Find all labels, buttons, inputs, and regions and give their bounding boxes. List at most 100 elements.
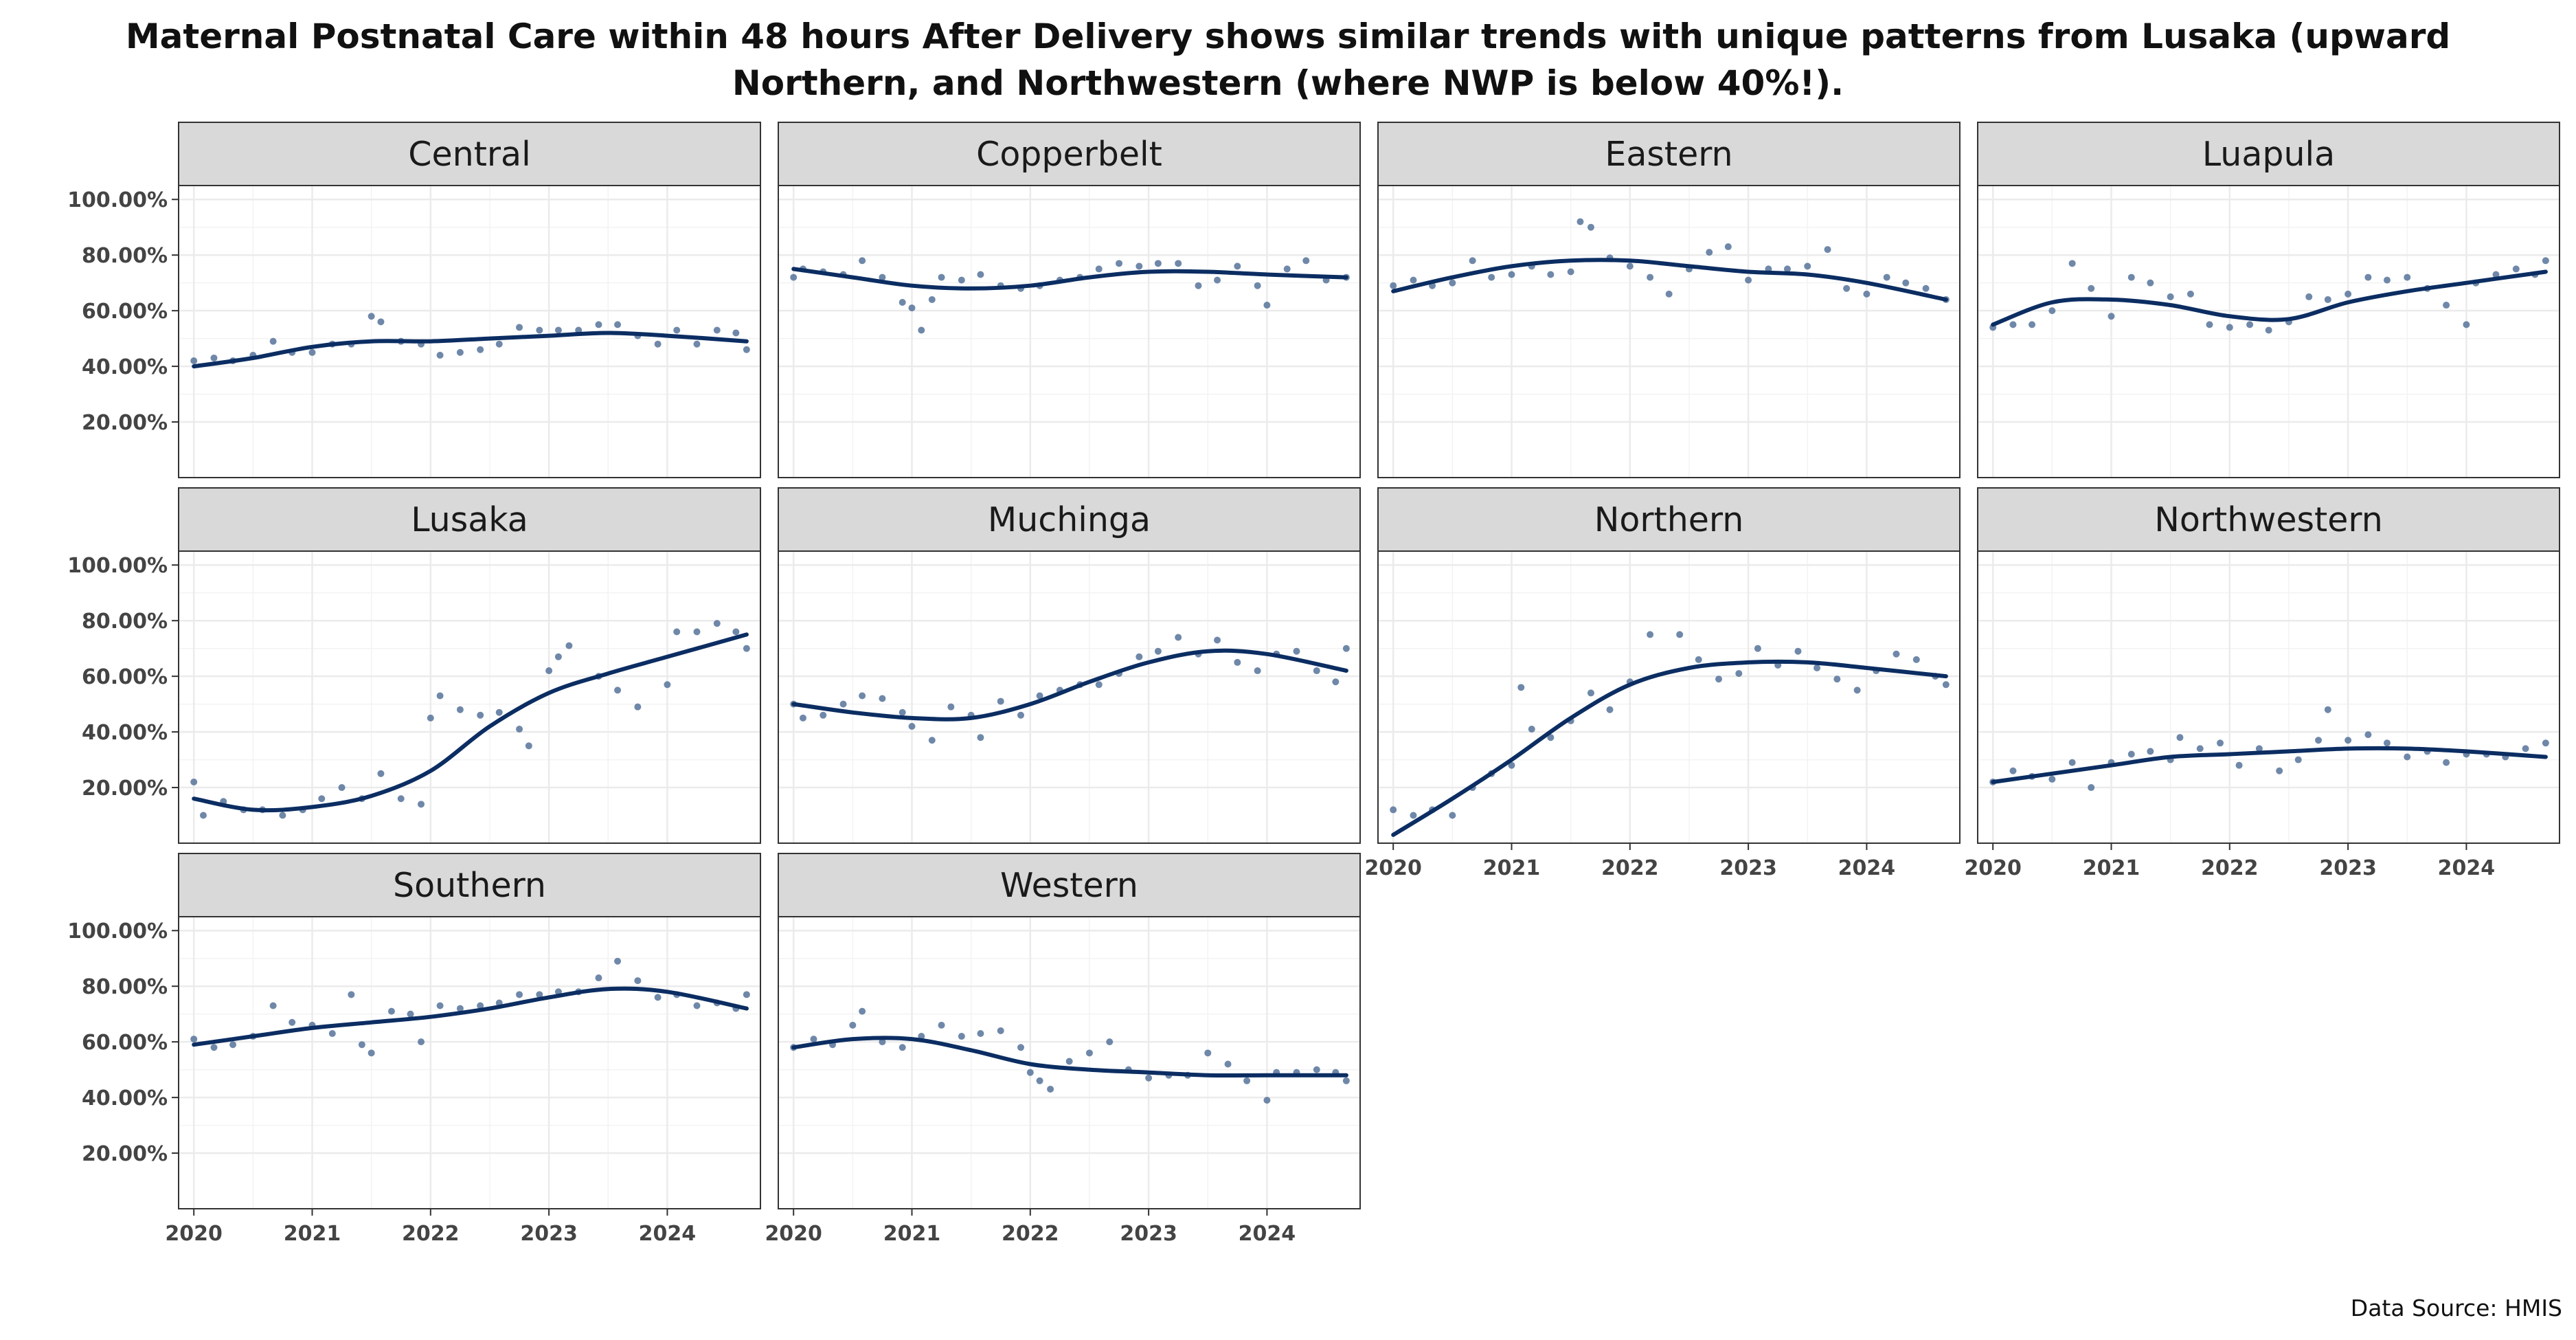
data-point-muchinga (947, 703, 955, 711)
data-point-muchinga (859, 692, 866, 700)
panel-border-northwestern (1977, 550, 2560, 844)
data-point-central (377, 318, 385, 326)
data-point-luapula (2364, 273, 2372, 281)
data-point-western (1204, 1049, 1212, 1057)
data-point-western (1085, 1049, 1093, 1057)
data-point-copperbelt (1195, 282, 1202, 289)
data-point-southern (348, 991, 355, 998)
data-point-eastern (1567, 268, 1574, 276)
data-point-muchinga (1017, 711, 1025, 719)
data-point-muchinga (1293, 647, 1300, 655)
data-point-western (938, 1021, 945, 1029)
data-point-northern (1942, 681, 1950, 689)
data-point-luapula (2167, 293, 2174, 300)
data-point-lusaka (418, 801, 425, 808)
data-point-muchinga (1154, 647, 1162, 655)
panel-border-eastern (1377, 185, 1961, 478)
panel-western: Western 2020 2021 2022 2023 2024 (765, 853, 1361, 1246)
data-point-central (693, 340, 701, 348)
data-point-copperbelt (1283, 265, 1291, 273)
data-point-western (879, 1038, 886, 1046)
data-point-eastern (1843, 284, 1851, 292)
y-tick-label: 80.00% (82, 244, 168, 268)
data-point-muchinga (879, 695, 886, 702)
data-point-eastern (1804, 263, 1811, 270)
x-tick-label: 2022 (1002, 1222, 1059, 1246)
data-point-northern (1814, 665, 1821, 671)
x-tick-label: 2024 (1239, 1222, 1296, 1246)
y-tick-label: 60.00% (82, 665, 168, 689)
plot-area-southern (179, 917, 760, 1209)
y-tick-label: 80.00% (82, 975, 168, 999)
x-tick-label: 2022 (1601, 856, 1659, 880)
data-point-southern (693, 1002, 701, 1009)
data-point-southern (654, 994, 662, 1001)
data-point-southern (436, 1002, 444, 1009)
data-point-lusaka (377, 770, 385, 777)
data-point-luapula (2246, 321, 2254, 328)
x-tick-label: 2023 (1120, 1222, 1177, 1246)
data-point-western (1106, 1038, 1114, 1046)
data-point-southern (289, 1018, 296, 1026)
panel-border-lusaka (178, 550, 761, 844)
data-point-luapula (2463, 321, 2470, 328)
data-point-luapula (2206, 321, 2213, 328)
data-point-southern (595, 974, 602, 982)
x-tick-label: 2021 (2083, 856, 2140, 880)
data-point-western (810, 1036, 817, 1043)
y-tick-label: 60.00% (82, 300, 168, 324)
panel-muchinga: Muchinga (778, 487, 1361, 844)
data-point-northern (1853, 686, 1861, 694)
data-point-muchinga (1234, 658, 1241, 666)
data-point-luapula (2324, 295, 2331, 303)
data-point-southern (358, 1041, 365, 1049)
data-point-luapula (2009, 321, 2017, 328)
x-tick-label: 2020 (165, 1222, 223, 1246)
data-point-lusaka (693, 628, 701, 636)
panel-copperbelt: Copperbelt (778, 122, 1361, 478)
facet-strip-western (778, 853, 1361, 917)
data-point-eastern (1587, 223, 1594, 231)
data-point-muchinga (839, 700, 847, 708)
data-point-northern (1833, 675, 1841, 683)
data-point-muchinga (1036, 692, 1043, 700)
data-point-lusaka (516, 726, 523, 733)
data-point-northern (1449, 812, 1456, 819)
data-point-muchinga (1136, 653, 1143, 660)
data-point-lusaka (732, 628, 740, 636)
panel-border-southern (178, 916, 761, 1209)
data-point-lusaka (427, 714, 434, 722)
data-point-western (1342, 1077, 1350, 1084)
facet-label-southern: Southern (393, 866, 546, 905)
data-point-southern (456, 1005, 464, 1012)
data-point-northwestern (2127, 750, 2135, 758)
data-point-muchinga (977, 734, 984, 741)
data-point-eastern (1665, 290, 1673, 298)
plot-area-northern (1378, 551, 1960, 843)
trend-line-muchinga (791, 648, 1348, 722)
data-point-northern (1647, 631, 1654, 638)
data-point-lusaka (199, 812, 207, 819)
data-point-luapula (2542, 257, 2549, 265)
data-point-northwestern (2048, 775, 2056, 783)
data-point-western (1224, 1060, 1232, 1068)
data-point-central (308, 348, 316, 356)
x-tick-label: 2023 (520, 1222, 578, 1246)
data-point-central (732, 329, 740, 337)
data-point-muchinga (997, 697, 1004, 705)
data-point-lusaka (279, 812, 286, 819)
data-point-copperbelt (1175, 260, 1182, 267)
data-point-copperbelt (908, 304, 916, 312)
data-point-western (958, 1033, 965, 1040)
data-point-northern (1794, 647, 1802, 655)
data-point-western (1313, 1066, 1320, 1073)
data-point-lusaka (190, 778, 198, 785)
data-point-lusaka (545, 667, 553, 675)
plot-area-lusaka (179, 551, 760, 843)
data-point-copperbelt (1154, 260, 1162, 267)
data-point-copperbelt (790, 273, 798, 281)
data-point-lusaka (614, 686, 622, 694)
data-point-copperbelt (928, 295, 936, 303)
data-point-northwestern (2364, 731, 2372, 739)
facet-strip-lusaka (178, 487, 761, 552)
